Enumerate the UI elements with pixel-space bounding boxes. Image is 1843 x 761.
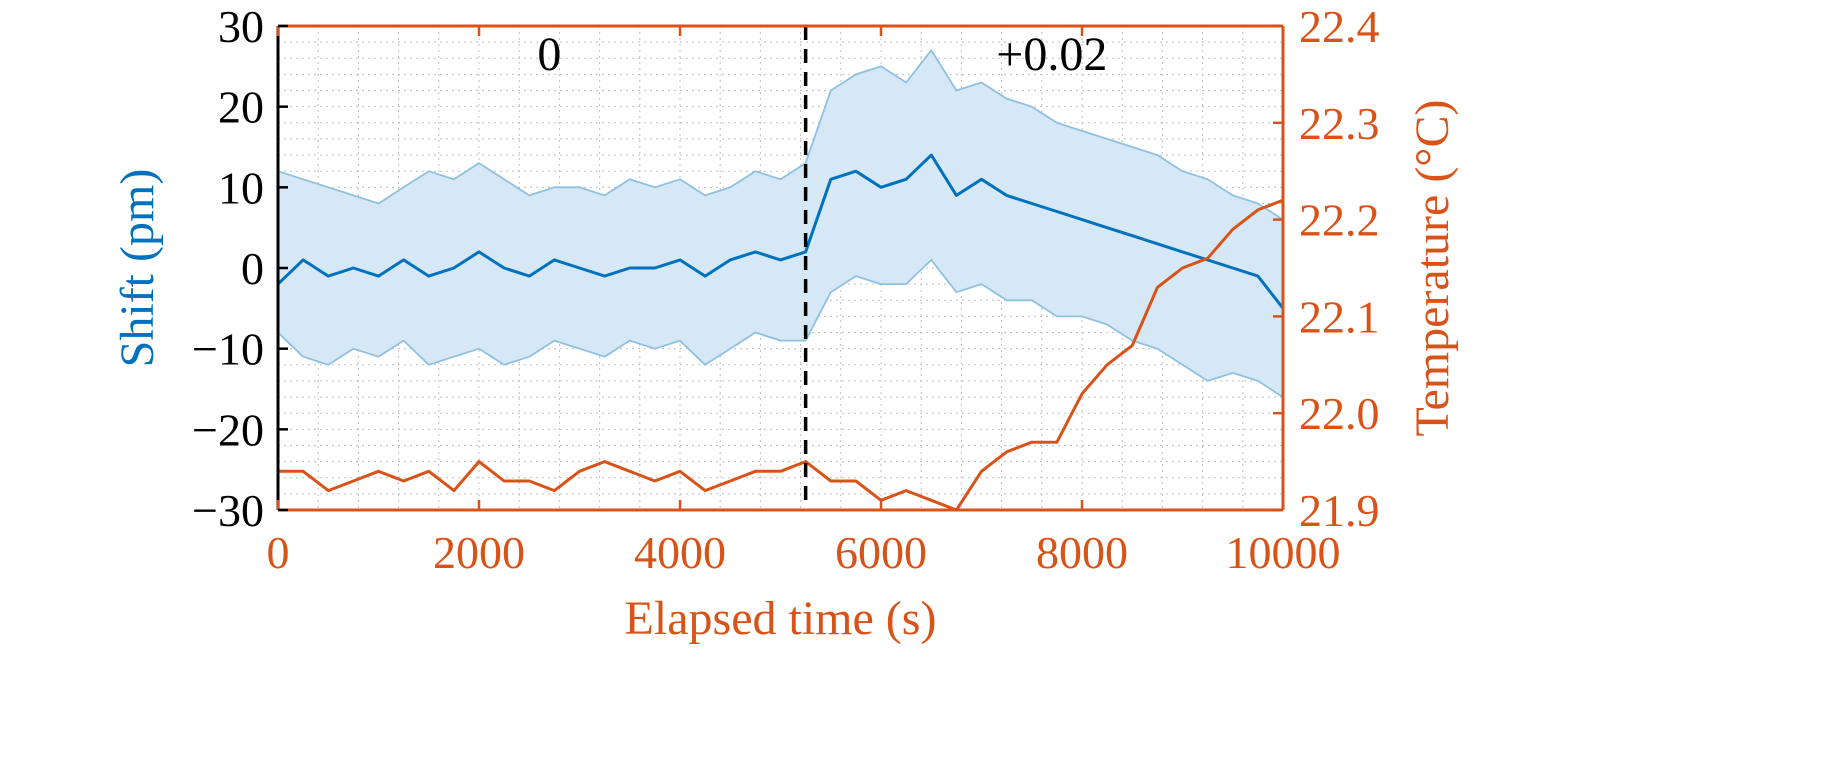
axis-labels: Elapsed time (s) Shift (pm) Temperature …	[111, 99, 1459, 645]
shift-upper-line	[277, 49, 1284, 221]
x-tick-label: 10000	[1226, 527, 1341, 578]
y-right-tick-label: 22.3	[1299, 98, 1380, 149]
y-left-tick-label: 10	[218, 162, 264, 213]
x-tick-label: 2000	[433, 527, 525, 578]
y-left-tick-label: 30	[218, 1, 264, 52]
annotation-label: +0.02	[996, 28, 1107, 81]
x-tick-label: 0	[267, 527, 290, 578]
x-axis-label: Elapsed time (s)	[625, 592, 937, 645]
y-left-axis-label: Shift (pm)	[111, 169, 164, 368]
shift-lower-line	[277, 258, 1284, 398]
y-left-tick-label: 20	[218, 82, 264, 133]
y-left-tick-label: −20	[192, 404, 264, 455]
temperature-line	[278, 198, 1284, 512]
x-tick-label: 6000	[835, 527, 927, 578]
x-tick-label: 4000	[634, 527, 726, 578]
annotation-label: 0	[537, 28, 561, 81]
y-right-tick-label: 22.1	[1299, 291, 1380, 342]
shift-band-fill	[278, 50, 1283, 398]
y-right-tick-label: 22.2	[1299, 195, 1380, 246]
y-right-tick-label: 22.4	[1299, 1, 1380, 52]
y-left-tick-label: 0	[241, 243, 264, 294]
shift-band	[278, 50, 1283, 398]
y-right-axis-label: Temperature (°C)	[1406, 99, 1459, 436]
y-left-tick-label: −30	[192, 485, 264, 536]
y-right-tick-label: 22.0	[1299, 388, 1380, 439]
series-lines	[276, 49, 1285, 512]
axis-ticks: 0 2000 4000 6000 8000 10000 30 20 10 0 −10 −20 −30 22…	[192, 1, 1379, 578]
shift-mean-line	[276, 153, 1285, 310]
y-left-tick-label: −10	[192, 324, 264, 375]
y-right-tick-label: 21.9	[1299, 485, 1380, 536]
x-tick-label: 8000	[1036, 527, 1128, 578]
annotations: 0 +0.02	[537, 28, 1107, 81]
